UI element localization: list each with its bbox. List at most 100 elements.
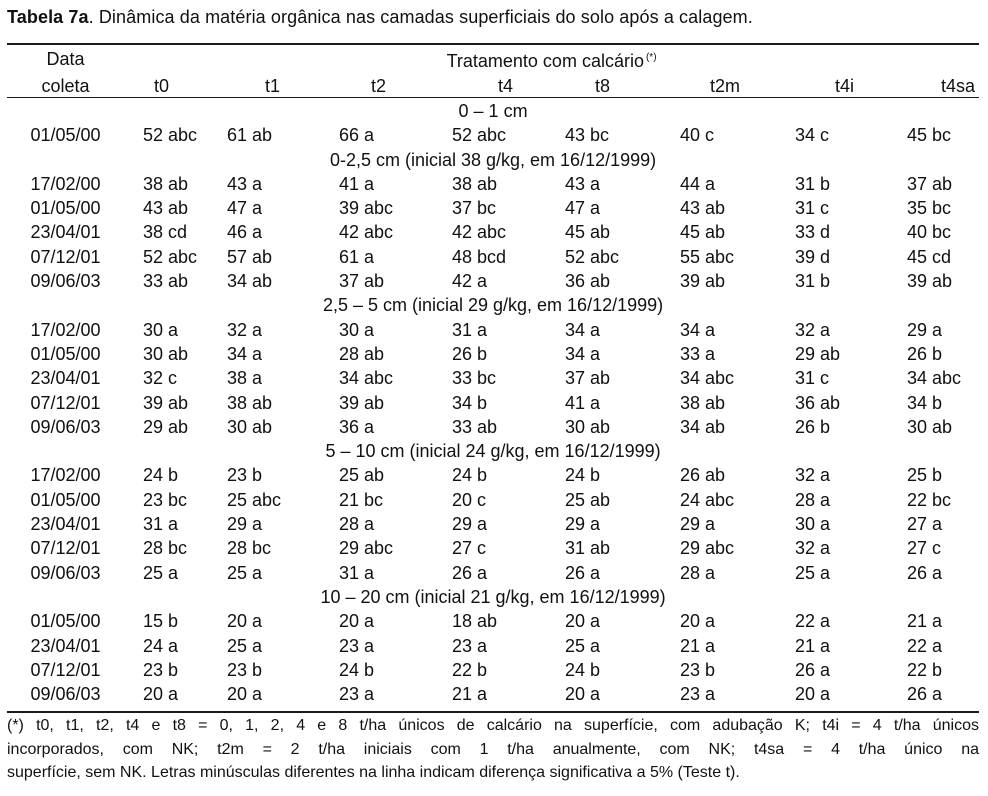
cell-t4: 29 a [452, 514, 488, 535]
section-row: 0 – 1 cm [7, 99, 979, 123]
column-header-t8: t8 [595, 76, 611, 96]
cell-t4i: 33 d [795, 222, 831, 243]
cell-t0: 33 ab [143, 271, 189, 292]
cell-t0: 38 ab [143, 173, 189, 194]
row-date: 23/04/01 [30, 368, 101, 389]
cell-t1: 43 a [227, 173, 263, 194]
row-date: 23/04/01 [30, 514, 101, 535]
column-header-t4sa: t4sa [941, 76, 976, 96]
cell-t4sa: 34 b [907, 392, 943, 413]
column-header-t1: t1 [265, 76, 281, 96]
cell-t2m: 44 a [680, 173, 716, 194]
cell-t0: 31 a [143, 514, 179, 535]
cell-t4i: 26 a [795, 659, 831, 680]
cell-t4i: 29 ab [795, 343, 841, 364]
table-row: 17/02/00 24 b 23 b 25 ab 24 b 24 b 26 ab 32 a 25… [7, 463, 979, 487]
cell-t0: 24 a [143, 635, 179, 656]
cell-t4: 52 abc [452, 125, 507, 146]
row-date: 23/04/01 [30, 222, 101, 243]
cell-t8: 29 a [565, 514, 601, 535]
header-treatment-label: Tratamento com calcário [446, 51, 644, 71]
cell-t1: 28 bc [227, 538, 272, 559]
row-date: 07/12/01 [30, 246, 101, 267]
cell-t2: 30 a [339, 319, 375, 340]
table-row: 09/06/03 25 a 25 a 31 a 26 a 26 a 28 a 25 a 26 a [7, 561, 979, 585]
cell-t0: 23 b [143, 659, 179, 680]
table-row: 07/12/01 39 ab 38 ab 39 ab 34 b 41 a 38 ab 36 a… [7, 391, 979, 415]
cell-t4: 21 a [452, 684, 488, 705]
table-caption-text: . Dinâmica da matéria orgânica nas camad… [88, 7, 753, 27]
cell-t1: 57 ab [227, 246, 273, 267]
cell-t0: 25 a [143, 562, 179, 583]
cell-t8: 24 b [565, 465, 601, 486]
table-row: 23/04/01 38 cd 46 a 42 abc 42 abc 45 ab 45 ab 3… [7, 220, 979, 244]
cell-t2: 29 abc [339, 538, 394, 559]
cell-t4: 42 a [452, 271, 488, 292]
cell-t2: 23 a [339, 684, 375, 705]
row-date: 17/02/00 [30, 173, 101, 194]
row-date: 01/05/00 [30, 489, 101, 510]
cell-t2: 31 a [339, 562, 375, 583]
cell-t8: 34 a [565, 343, 601, 364]
cell-t4sa: 22 bc [907, 489, 952, 510]
column-header-t4i: t4i [835, 76, 855, 96]
row-date: 09/06/03 [30, 416, 101, 437]
cell-t1: 25 a [227, 562, 263, 583]
header-row-2: coleta t0 t1 t2 t4 t8 t2m t4i t4sa [7, 74, 979, 99]
cell-t4sa: 40 bc [907, 222, 952, 243]
cell-t8: 25 ab [565, 489, 611, 510]
cell-t0: 30 a [143, 319, 179, 340]
cell-t0: 38 cd [143, 222, 188, 243]
section-row: 10 – 20 cm (inicial 21 g/kg, em 16/12/19… [7, 585, 979, 609]
cell-t2m: 29 a [680, 514, 716, 535]
cell-t4: 27 c [452, 538, 487, 559]
cell-t4sa: 27 a [907, 514, 943, 535]
cell-t4sa: 30 ab [907, 416, 953, 437]
row-date: 17/02/00 [30, 465, 101, 486]
table-row: 17/02/00 30 a 32 a 30 a 31 a 34 a 34 a 32 a 29 a [7, 318, 979, 342]
header-treatment-mark: (*) [645, 52, 657, 63]
cell-t4i: 32 a [795, 319, 831, 340]
cell-t4i: 32 a [795, 538, 831, 559]
cell-t4: 20 c [452, 489, 487, 510]
cell-t4: 31 a [452, 319, 488, 340]
table-row: 07/12/01 23 b 23 b 24 b 22 b 24 b 23 b 26 a 22 b [7, 658, 979, 682]
cell-t8: 20 a [565, 611, 601, 632]
cell-t0: 39 ab [143, 392, 189, 413]
cell-t4i: 31 b [795, 173, 831, 194]
cell-t8: 26 a [565, 562, 601, 583]
cell-t1: 23 b [227, 659, 263, 680]
cell-t2m: 34 abc [680, 368, 735, 389]
table-row: 09/06/03 29 ab 30 ab 36 a 33 ab 30 ab 34 ab 26 … [7, 415, 979, 439]
cell-t4i: 32 a [795, 465, 831, 486]
cell-t8: 25 a [565, 635, 601, 656]
cell-t4: 34 b [452, 392, 488, 413]
footnote: (*) t0, t1, t2, t4 e t8 = 0, 1, 2, 4 e 8… [7, 714, 979, 785]
cell-t4: 48 bcd [452, 246, 507, 267]
section-title: 0-2,5 cm (inicial 38 g/kg, em 16/12/1999… [329, 149, 657, 170]
table-row: 01/05/00 23 bc 25 abc 21 bc 20 c 25 ab 24 abc 2… [7, 488, 979, 512]
cell-t8: 36 ab [565, 271, 611, 292]
cell-t4sa: 22 b [907, 659, 943, 680]
cell-t8: 47 a [565, 198, 601, 219]
header-date-label: Data [46, 49, 85, 69]
cell-t4sa: 27 c [907, 538, 942, 559]
cell-t4sa: 35 bc [907, 198, 952, 219]
cell-t0: 32 c [143, 368, 178, 389]
cell-t4i: 34 c [795, 125, 830, 146]
cell-t4: 33 ab [452, 416, 498, 437]
table-row: 23/04/01 32 c 38 a 34 abc 33 bc 37 ab 34 abc 31… [7, 366, 979, 390]
table-row: 01/05/00 43 ab 47 a 39 abc 37 bc 47 a 43 ab 31 … [7, 196, 979, 220]
table-row: 01/05/00 52 abc 61 ab 66 a 52 abc 43 bc 40 c 34… [7, 123, 979, 147]
cell-t1: 38 a [227, 368, 263, 389]
cell-t4sa: 26 b [907, 343, 943, 364]
cell-t2: 41 a [339, 173, 375, 194]
cell-t2m: 55 abc [680, 246, 735, 267]
cell-t0: 43 ab [143, 198, 189, 219]
row-date: 09/06/03 [30, 562, 101, 583]
cell-t0: 15 b [143, 611, 179, 632]
cell-t1: 25 a [227, 635, 263, 656]
cell-t2m: 34 a [680, 319, 716, 340]
column-header-t4: t4 [498, 76, 514, 96]
cell-t1: 25 abc [227, 489, 282, 510]
